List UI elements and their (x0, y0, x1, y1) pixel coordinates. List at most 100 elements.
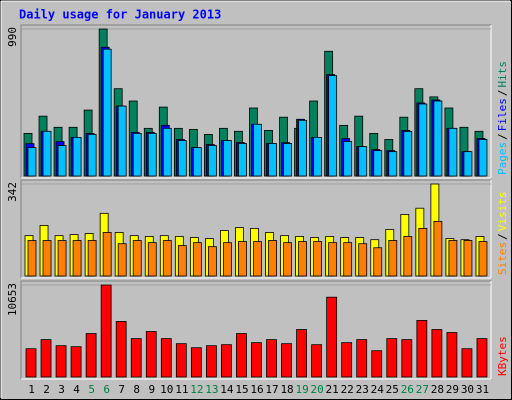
y-tick-label: 990 (6, 27, 19, 47)
bar (371, 350, 383, 378)
bar (117, 105, 127, 177)
bar (238, 241, 247, 277)
x-tick-label: 5 (88, 383, 95, 396)
bar (72, 136, 82, 177)
bar (478, 139, 488, 177)
legend: Pages/Files/Hits (496, 61, 509, 175)
legend-separator: / (496, 133, 509, 140)
x-tick-label: 19 (295, 383, 308, 396)
bar (147, 242, 157, 277)
bar (283, 143, 292, 177)
bar (356, 339, 368, 378)
bar (268, 240, 277, 277)
bar (328, 242, 338, 277)
bar (418, 227, 428, 277)
bar (313, 241, 323, 277)
bar (386, 338, 398, 378)
x-tick-label: 22 (341, 383, 354, 396)
bar (27, 147, 37, 177)
chart-title: Daily usage for January 2013 (19, 8, 221, 22)
bar (72, 240, 82, 277)
bar (221, 344, 232, 378)
x-tick-label: 20 (311, 383, 324, 396)
bar (311, 344, 323, 378)
bar (192, 242, 202, 277)
bar (25, 348, 37, 378)
x-tick-label: 17 (265, 383, 278, 396)
bar (85, 333, 97, 378)
legend-separator: / (496, 90, 509, 97)
bar (326, 296, 338, 378)
bar (147, 132, 157, 177)
bar (461, 348, 473, 378)
bar (253, 123, 262, 177)
bar (87, 134, 97, 177)
x-tick-label: 13 (205, 383, 218, 396)
x-tick-label: 15 (235, 383, 248, 396)
y-tick-label: 342 (6, 182, 19, 202)
x-tick-label: 11 (175, 383, 188, 396)
legend-entry: Sites (496, 242, 509, 275)
x-tick-label: 4 (73, 383, 80, 396)
bar (175, 343, 187, 378)
bar (27, 240, 37, 277)
bar (296, 329, 307, 378)
bar (388, 240, 398, 277)
bar (418, 103, 428, 177)
bar (283, 242, 292, 277)
legend-separator: / (496, 233, 509, 240)
bar (388, 151, 398, 177)
bar (433, 220, 443, 277)
bar (251, 342, 262, 378)
bar (42, 240, 52, 277)
x-tick-label: 8 (133, 383, 140, 396)
x-tick-label: 31 (476, 383, 489, 396)
bar (446, 332, 458, 378)
x-tick-label: 3 (58, 383, 65, 396)
bar (236, 333, 247, 378)
legend-entry: Files (496, 98, 509, 131)
legend-entry: Pages (496, 142, 509, 175)
bar (373, 150, 383, 177)
bar (177, 140, 187, 177)
x-tick-label: 30 (461, 383, 474, 396)
bar (328, 75, 338, 177)
bar (476, 338, 488, 378)
bar (55, 345, 67, 378)
x-tick-label: 1 (28, 383, 35, 396)
bar (448, 127, 458, 177)
bar (358, 146, 368, 177)
legend: KBytes (496, 336, 509, 376)
bar (448, 240, 458, 277)
bar (313, 136, 323, 177)
bar (431, 329, 443, 378)
bar (403, 131, 413, 177)
x-tick-label: 9 (148, 383, 155, 396)
bar (87, 240, 97, 277)
bar (177, 245, 187, 277)
x-tick-label: 21 (326, 383, 339, 396)
bar (373, 247, 383, 277)
x-tick-label: 18 (280, 383, 293, 396)
bar (70, 346, 82, 378)
bar (190, 347, 202, 378)
bar (253, 241, 262, 277)
bar (192, 147, 202, 177)
y-tick-label: 10653 (6, 283, 19, 316)
bar (145, 331, 157, 378)
bar (298, 119, 307, 177)
bar (341, 342, 353, 378)
x-tick-label: 25 (386, 383, 399, 396)
x-tick-label: 27 (416, 383, 429, 396)
x-tick-label: 6 (103, 383, 110, 396)
bar (115, 321, 127, 378)
bar (132, 132, 142, 177)
bar (358, 243, 368, 277)
bar (403, 236, 413, 277)
bar (205, 345, 217, 378)
x-tick-label: 7 (118, 383, 125, 396)
x-tick-label: 16 (250, 383, 263, 396)
bar (401, 339, 413, 378)
bar (238, 143, 247, 177)
